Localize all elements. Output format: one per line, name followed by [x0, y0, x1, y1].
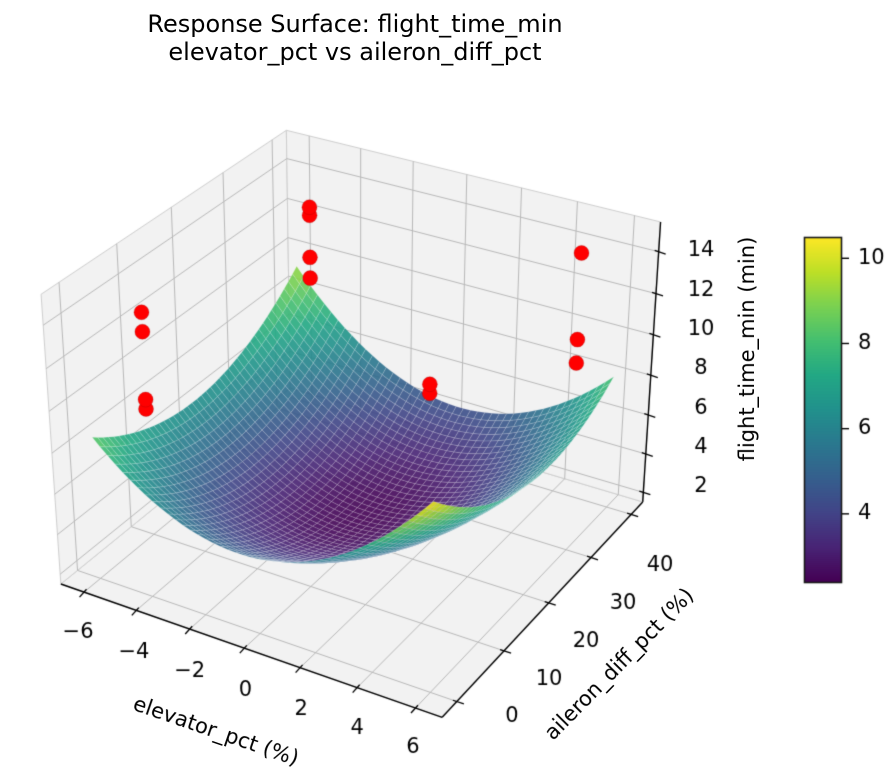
surface-plot-canvas	[0, 0, 896, 769]
figure-response-surface: Response Surface: flight_time_min elevat…	[0, 0, 896, 769]
